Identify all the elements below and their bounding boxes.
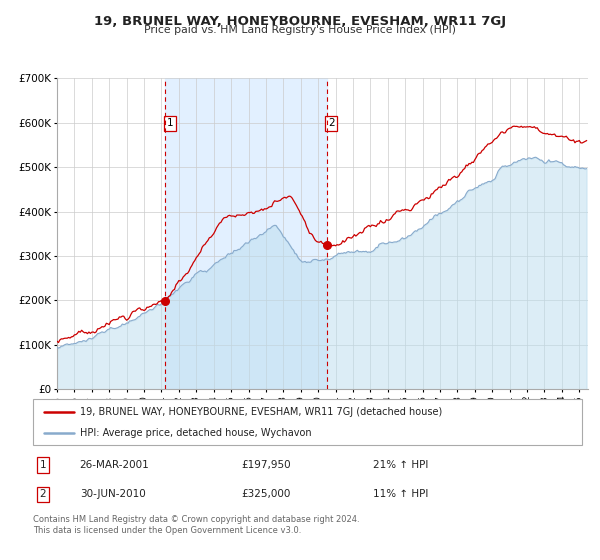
Text: £197,950: £197,950: [242, 460, 291, 470]
Text: 26-MAR-2001: 26-MAR-2001: [80, 460, 149, 470]
Text: 19, BRUNEL WAY, HONEYBOURNE, EVESHAM, WR11 7GJ (detached house): 19, BRUNEL WAY, HONEYBOURNE, EVESHAM, WR…: [80, 407, 442, 417]
Text: HPI: Average price, detached house, Wychavon: HPI: Average price, detached house, Wych…: [80, 428, 311, 438]
Text: 1: 1: [40, 460, 46, 470]
Text: 30-JUN-2010: 30-JUN-2010: [80, 489, 145, 500]
FancyBboxPatch shape: [33, 399, 582, 445]
Text: 11% ↑ HPI: 11% ↑ HPI: [373, 489, 429, 500]
Text: 21% ↑ HPI: 21% ↑ HPI: [373, 460, 429, 470]
Text: £325,000: £325,000: [242, 489, 291, 500]
Text: 1: 1: [167, 118, 173, 128]
Bar: [166, 78, 327, 389]
Text: 2: 2: [328, 118, 335, 128]
Text: 2: 2: [40, 489, 46, 500]
Text: Contains HM Land Registry data © Crown copyright and database right 2024.: Contains HM Land Registry data © Crown c…: [33, 515, 359, 524]
Text: This data is licensed under the Open Government Licence v3.0.: This data is licensed under the Open Gov…: [33, 526, 301, 535]
Text: Price paid vs. HM Land Registry's House Price Index (HPI): Price paid vs. HM Land Registry's House …: [144, 25, 456, 35]
Text: 19, BRUNEL WAY, HONEYBOURNE, EVESHAM, WR11 7GJ: 19, BRUNEL WAY, HONEYBOURNE, EVESHAM, WR…: [94, 15, 506, 27]
